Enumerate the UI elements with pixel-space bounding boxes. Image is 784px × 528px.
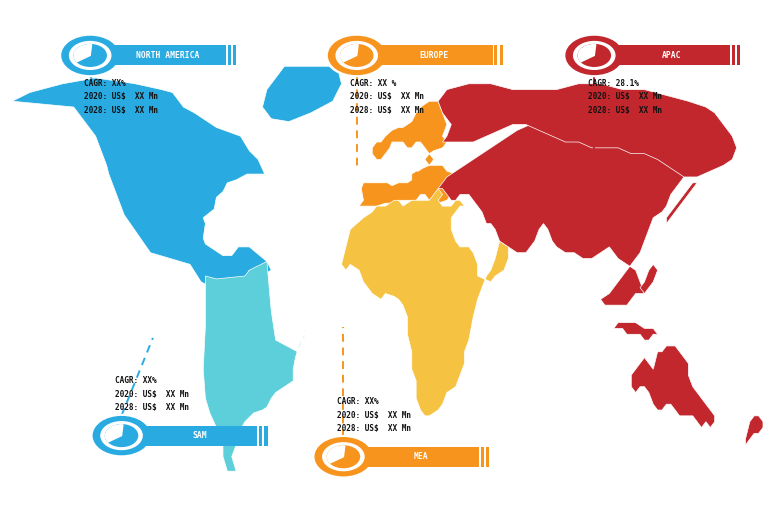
FancyBboxPatch shape — [486, 447, 489, 467]
Text: CAGR: XX%
2020: US$  XX Mn
2028: US$  XX Mn: CAGR: XX% 2020: US$ XX Mn 2028: US$ XX M… — [115, 376, 189, 412]
Wedge shape — [74, 44, 92, 62]
Text: NORTH AMERICA: NORTH AMERICA — [136, 51, 200, 60]
Circle shape — [315, 438, 372, 476]
FancyBboxPatch shape — [141, 426, 257, 446]
Polygon shape — [263, 67, 342, 121]
Circle shape — [74, 44, 107, 67]
Circle shape — [340, 44, 373, 67]
Circle shape — [70, 42, 111, 69]
Text: MEA: MEA — [414, 452, 429, 461]
FancyBboxPatch shape — [376, 45, 492, 65]
FancyBboxPatch shape — [731, 45, 735, 65]
Polygon shape — [746, 416, 763, 445]
FancyBboxPatch shape — [264, 426, 267, 446]
Circle shape — [93, 417, 150, 455]
Text: APAC: APAC — [662, 51, 682, 60]
Text: CAGR: XX%
2020: US$  XX Mn
2028: US$  XX Mn: CAGR: XX% 2020: US$ XX Mn 2028: US$ XX M… — [337, 398, 411, 433]
Circle shape — [105, 425, 138, 447]
Circle shape — [566, 36, 622, 74]
Polygon shape — [631, 346, 715, 428]
Circle shape — [578, 44, 611, 67]
Circle shape — [327, 446, 360, 468]
Polygon shape — [614, 323, 658, 340]
Wedge shape — [578, 44, 596, 62]
Circle shape — [90, 414, 153, 457]
Circle shape — [325, 34, 388, 77]
Polygon shape — [640, 265, 658, 294]
Circle shape — [574, 42, 615, 69]
FancyBboxPatch shape — [230, 45, 233, 65]
Circle shape — [59, 34, 122, 77]
Polygon shape — [203, 261, 307, 471]
Polygon shape — [13, 78, 271, 288]
FancyBboxPatch shape — [259, 426, 262, 446]
Text: CAGR: 28.1%
2020: US$  XX Mn
2028: US$  XX Mn: CAGR: 28.1% 2020: US$ XX Mn 2028: US$ XX… — [588, 79, 662, 115]
FancyBboxPatch shape — [497, 45, 499, 65]
FancyBboxPatch shape — [227, 45, 230, 65]
FancyBboxPatch shape — [737, 45, 740, 65]
FancyBboxPatch shape — [233, 45, 236, 65]
Circle shape — [336, 42, 377, 69]
Wedge shape — [327, 446, 345, 463]
FancyBboxPatch shape — [262, 426, 264, 446]
Circle shape — [312, 436, 375, 478]
Polygon shape — [438, 84, 737, 177]
Circle shape — [328, 36, 385, 74]
FancyBboxPatch shape — [481, 447, 484, 467]
Circle shape — [62, 36, 118, 74]
Text: SAM: SAM — [192, 431, 207, 440]
FancyBboxPatch shape — [614, 45, 730, 65]
Text: CAGR: XX %
2020: US$  XX Mn
2028: US$  XX Mn: CAGR: XX % 2020: US$ XX Mn 2028: US$ XX … — [350, 79, 424, 115]
FancyBboxPatch shape — [735, 45, 737, 65]
Circle shape — [101, 422, 142, 449]
Text: CAGR: XX%
2020: US$  XX Mn
2028: US$  XX Mn: CAGR: XX% 2020: US$ XX Mn 2028: US$ XX M… — [84, 79, 158, 115]
FancyBboxPatch shape — [484, 447, 486, 467]
Polygon shape — [342, 188, 508, 416]
Circle shape — [563, 34, 626, 77]
Text: EUROPE: EUROPE — [420, 51, 449, 60]
Wedge shape — [105, 425, 123, 442]
FancyBboxPatch shape — [363, 447, 479, 467]
Polygon shape — [666, 183, 697, 223]
Polygon shape — [359, 101, 464, 206]
Polygon shape — [438, 96, 715, 305]
Wedge shape — [340, 44, 358, 62]
FancyBboxPatch shape — [494, 45, 497, 65]
FancyBboxPatch shape — [110, 45, 226, 65]
FancyBboxPatch shape — [499, 45, 503, 65]
Circle shape — [323, 443, 364, 470]
